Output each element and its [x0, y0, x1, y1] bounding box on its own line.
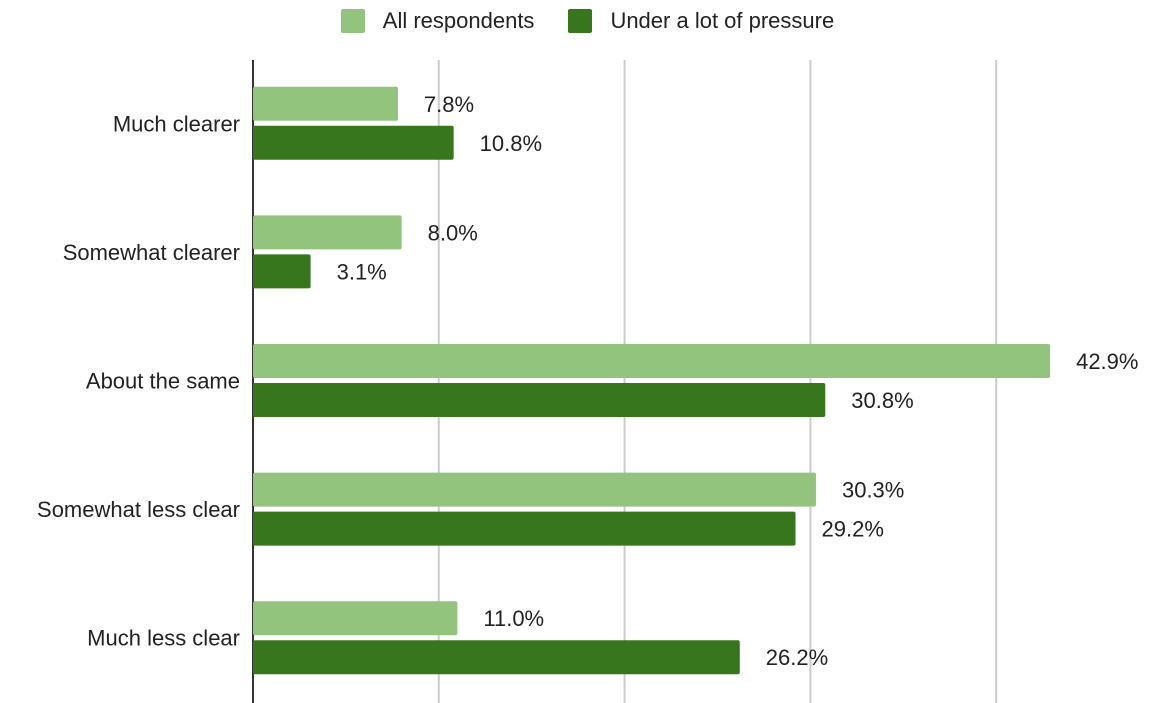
bar-all-respondents — [253, 472, 816, 507]
bar-under-pressure — [253, 125, 454, 160]
legend-item-all-respondents: All respondents — [340, 8, 535, 34]
value-label: 26.2% — [766, 645, 828, 670]
legend-label-all-respondents: All respondents — [382, 8, 535, 33]
bar-under-pressure — [253, 254, 311, 289]
bar-under-pressure — [253, 640, 740, 675]
bar-all-respondents — [253, 601, 458, 636]
value-label: 29.2% — [822, 517, 884, 542]
bar-under-pressure — [253, 383, 826, 417]
bar-all-respondents — [253, 86, 398, 121]
category-label: Much clearer — [113, 111, 240, 136]
value-label: 8.0% — [428, 220, 478, 245]
value-label: 42.9% — [1076, 349, 1138, 374]
value-label: 10.8% — [480, 131, 542, 156]
legend-label-under-pressure: Under a lot of pressure — [610, 8, 835, 33]
value-label: 30.8% — [851, 388, 913, 413]
category-label: Somewhat clearer — [63, 240, 240, 265]
bar-all-respondents — [253, 215, 402, 250]
gridlines — [252, 60, 998, 703]
value-label: 11.0% — [483, 606, 544, 631]
legend: All respondents Under a lot of pressure — [0, 5, 1175, 37]
category-label: Somewhat less clear — [37, 497, 240, 522]
legend-swatch-under-pressure — [568, 9, 593, 33]
legend-swatch-all-respondents — [340, 9, 365, 33]
bar-all-respondents — [253, 344, 1051, 378]
category-label: About the same — [86, 369, 240, 394]
value-label: 3.1% — [337, 259, 387, 284]
labels: Much clearer 7.8%10.8% Somewhat clearer 8.0… — [37, 92, 1138, 670]
bars — [253, 86, 1051, 675]
category-label: Much less clear — [87, 626, 240, 651]
legend-item-under-pressure: Under a lot of pressure — [568, 8, 834, 34]
bar-under-pressure — [253, 511, 796, 546]
value-label: 7.8% — [424, 92, 474, 117]
value-label: 30.3% — [842, 478, 904, 503]
